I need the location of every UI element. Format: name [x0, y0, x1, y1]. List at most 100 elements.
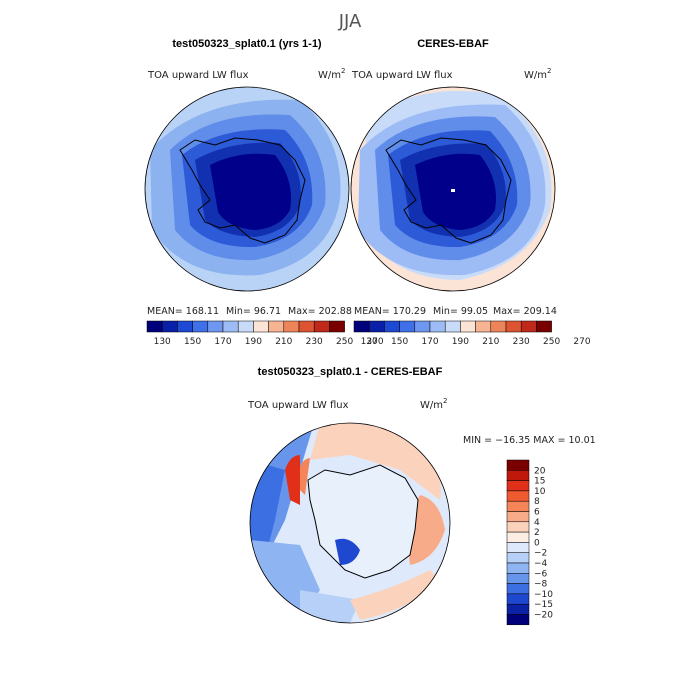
right-colorbar-cell: [490, 320, 507, 333]
left-colorbar-cell: [268, 320, 285, 333]
right-colorbar-cell: [444, 320, 461, 333]
diff-colorbar-tick-label: 10: [534, 487, 546, 497]
diff-colorbar-tick-label: 15: [534, 477, 545, 487]
left-colorbar-cell: [298, 320, 315, 333]
left-colorbar-tick-label: 250: [336, 337, 353, 347]
diff-colorbar-cell: [506, 552, 530, 564]
diff-colorbar-cell: [506, 500, 530, 512]
right-colorbar-tick-label: 270: [573, 337, 590, 347]
diff-colorbar-cell: [506, 573, 530, 584]
right-colorbar-cell: [505, 320, 522, 333]
diff-colorbar-cell: [506, 511, 530, 523]
diff-colorbar-tick-label: 6: [534, 508, 540, 518]
left-colorbar-cell: [177, 320, 193, 333]
diff-colorbar-cell: [506, 593, 530, 605]
diff-colorbar-tick-label: −15: [534, 600, 553, 610]
diff-colorbar-tick-label: 8: [534, 497, 540, 507]
diff-colorbar-tick-label: −4: [534, 559, 548, 569]
season-title: JJA: [338, 11, 362, 32]
left-panel-title: test050323_splat0.1 (yrs 1-1): [172, 38, 322, 50]
left-mean: MEAN= 168.11: [147, 306, 219, 317]
right-map-border: [350, 86, 556, 292]
right-colorbar-tick-label: 190: [452, 337, 469, 347]
diff-colorbar-tick-label: −8: [534, 580, 548, 590]
left-colorbar-tick-label: 270: [366, 337, 383, 347]
right-colorbar-tick-label: 170: [421, 337, 438, 347]
left-colorbar: 130 150 170 190 210 230 250 270: [146, 320, 384, 347]
right-colorbar-cell: [460, 320, 476, 333]
diff-colorbar-cell: [506, 603, 530, 615]
diff-colorbar-tick-label: 0: [534, 538, 540, 548]
diff-colorbar-tick-label: 20: [534, 466, 546, 476]
left-colorbar-cell: [253, 320, 269, 333]
diff-colorbar-cell: [506, 490, 530, 502]
right-colorbar-cell: [353, 320, 370, 333]
diff-map-border: [249, 422, 451, 624]
right-colorbar-cell: [429, 320, 446, 333]
right-colorbar-cell: [368, 320, 385, 333]
right-units: W/m2: [524, 67, 551, 81]
left-colorbar-cell: [329, 320, 345, 333]
left-colorbar-tick-label: 170: [214, 337, 231, 347]
left-colorbar-cell: [313, 320, 330, 333]
left-colorbar-cell: [237, 320, 254, 333]
diff-colorbar-tick-label: −10: [534, 590, 553, 600]
left-max: Max= 202.88: [288, 306, 352, 317]
left-colorbar-cell: [207, 320, 224, 333]
right-field-label: TOA upward LW flux: [351, 70, 453, 81]
right-colorbar-cell: [384, 320, 400, 333]
right-colorbar-cell: [399, 320, 416, 333]
diff-colorbar-cell: [506, 562, 530, 574]
left-colorbar-tick-label: 130: [154, 337, 171, 347]
diff-colorbar-tick-label: 2: [534, 528, 540, 538]
diff-colorbar-tick-label: −6: [534, 569, 548, 579]
diff-colorbar-cell: [506, 521, 530, 533]
right-colorbar-cell: [536, 320, 552, 333]
left-colorbar-tick-label: 190: [245, 337, 262, 347]
left-field-label: TOA upward LW flux: [147, 70, 249, 81]
left-colorbar-cell: [146, 320, 163, 333]
right-max: Max= 209.14: [493, 306, 557, 317]
right-colorbar-tick-label: 130: [361, 337, 378, 347]
right-colorbar-cell: [414, 320, 431, 333]
right-colorbar-cell: [475, 320, 492, 333]
left-map-border: [144, 86, 350, 292]
left-colorbar-cell: [161, 320, 178, 333]
diff-colorbar-cell: [506, 583, 530, 595]
right-colorbar-tick-label: 150: [391, 337, 408, 347]
diff-panel-title: test050323_splat0.1 - CERES-EBAF: [258, 366, 443, 378]
diff-colorbar-cell: [506, 459, 530, 471]
left-colorbar-tick-label: 150: [184, 337, 201, 347]
diff-min-max: MIN = −16.35 MAX = 10.01: [463, 435, 596, 446]
diff-colorbar-tick-label: −20: [534, 611, 553, 621]
diff-colorbar-tick-label: −2: [534, 549, 547, 559]
left-colorbar-tick-label: 230: [306, 337, 323, 347]
diff-colorbar-cell: [506, 480, 530, 492]
diff-colorbar-cell: [506, 531, 530, 543]
right-min: Min= 99.05: [433, 306, 488, 317]
right-colorbar-tick-label: 210: [482, 337, 499, 347]
right-colorbar: 130 150 170 190 210 230 250 270: [353, 320, 591, 347]
diff-colorbar-cell: [506, 614, 530, 626]
left-units: W/m2: [318, 67, 345, 81]
left-map: [145, 87, 349, 291]
left-min: Min= 96.71: [226, 306, 281, 317]
left-colorbar-cell: [283, 320, 300, 333]
diff-colorbar-cell: [506, 470, 530, 481]
right-panel-title: CERES-EBAF: [417, 38, 489, 50]
right-colorbar-cell: [520, 320, 537, 333]
diff-units: W/m2: [420, 397, 447, 411]
right-map: [351, 87, 555, 291]
right-colorbar-tick-label: 230: [513, 337, 530, 347]
left-colorbar-cell: [192, 320, 209, 333]
diff-colorbar-tick-label: 4: [534, 518, 540, 528]
diff-map: [250, 423, 450, 623]
right-colorbar-tick-label: 250: [543, 337, 560, 347]
diff-field-label: TOA upward LW flux: [247, 400, 349, 411]
left-colorbar-cell: [222, 320, 239, 333]
right-mean: MEAN= 170.29: [354, 306, 426, 317]
left-colorbar-tick-label: 210: [275, 337, 292, 347]
diff-colorbar-cell: [506, 542, 530, 553]
